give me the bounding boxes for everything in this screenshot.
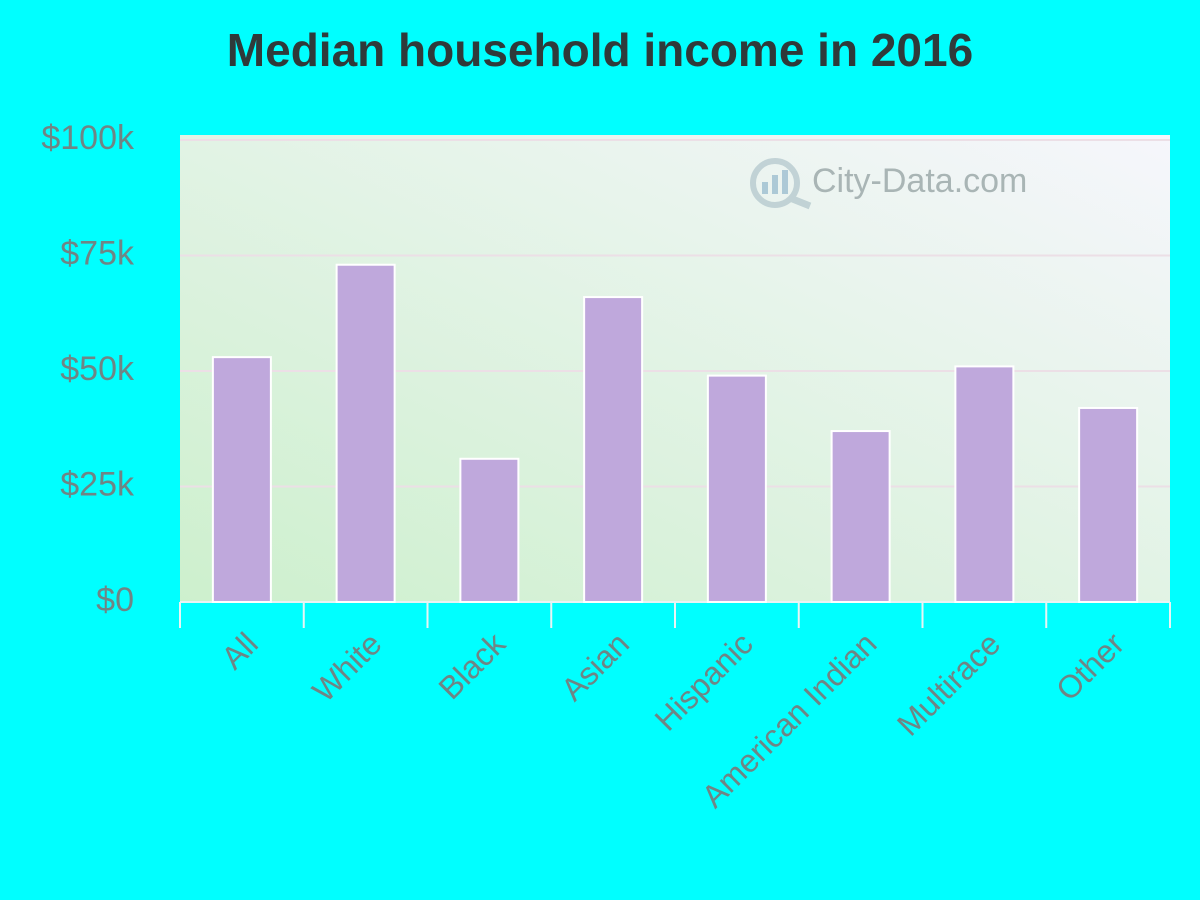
x-tick-label: White <box>305 625 388 708</box>
bar <box>583 296 644 603</box>
bar <box>830 430 891 603</box>
y-tick-label: $50k <box>60 350 135 388</box>
y-tick-label: $100k <box>41 119 135 157</box>
y-tick-label: $25k <box>60 465 135 503</box>
x-tick-label: Hispanic <box>648 625 760 737</box>
bar <box>954 365 1015 603</box>
x-tick-label: Multirace <box>890 625 1007 742</box>
watermark: City-Data.com <box>812 162 1027 200</box>
x-tick-label: Black <box>432 625 513 706</box>
bar <box>706 374 767 603</box>
y-tick-label: $0 <box>96 581 134 619</box>
bar <box>211 356 272 604</box>
plot-area <box>180 135 1170 602</box>
chart-title: Median household income in 2016 <box>227 24 973 76</box>
x-tick-label: All <box>214 625 265 676</box>
bar <box>335 263 396 603</box>
x-tick-label: Other <box>1049 625 1131 707</box>
bar <box>459 457 520 603</box>
y-tick-label: $75k <box>60 234 135 272</box>
x-tick-label: Asian <box>554 625 636 707</box>
bar <box>1078 406 1139 603</box>
watermark-logo <box>750 158 812 210</box>
